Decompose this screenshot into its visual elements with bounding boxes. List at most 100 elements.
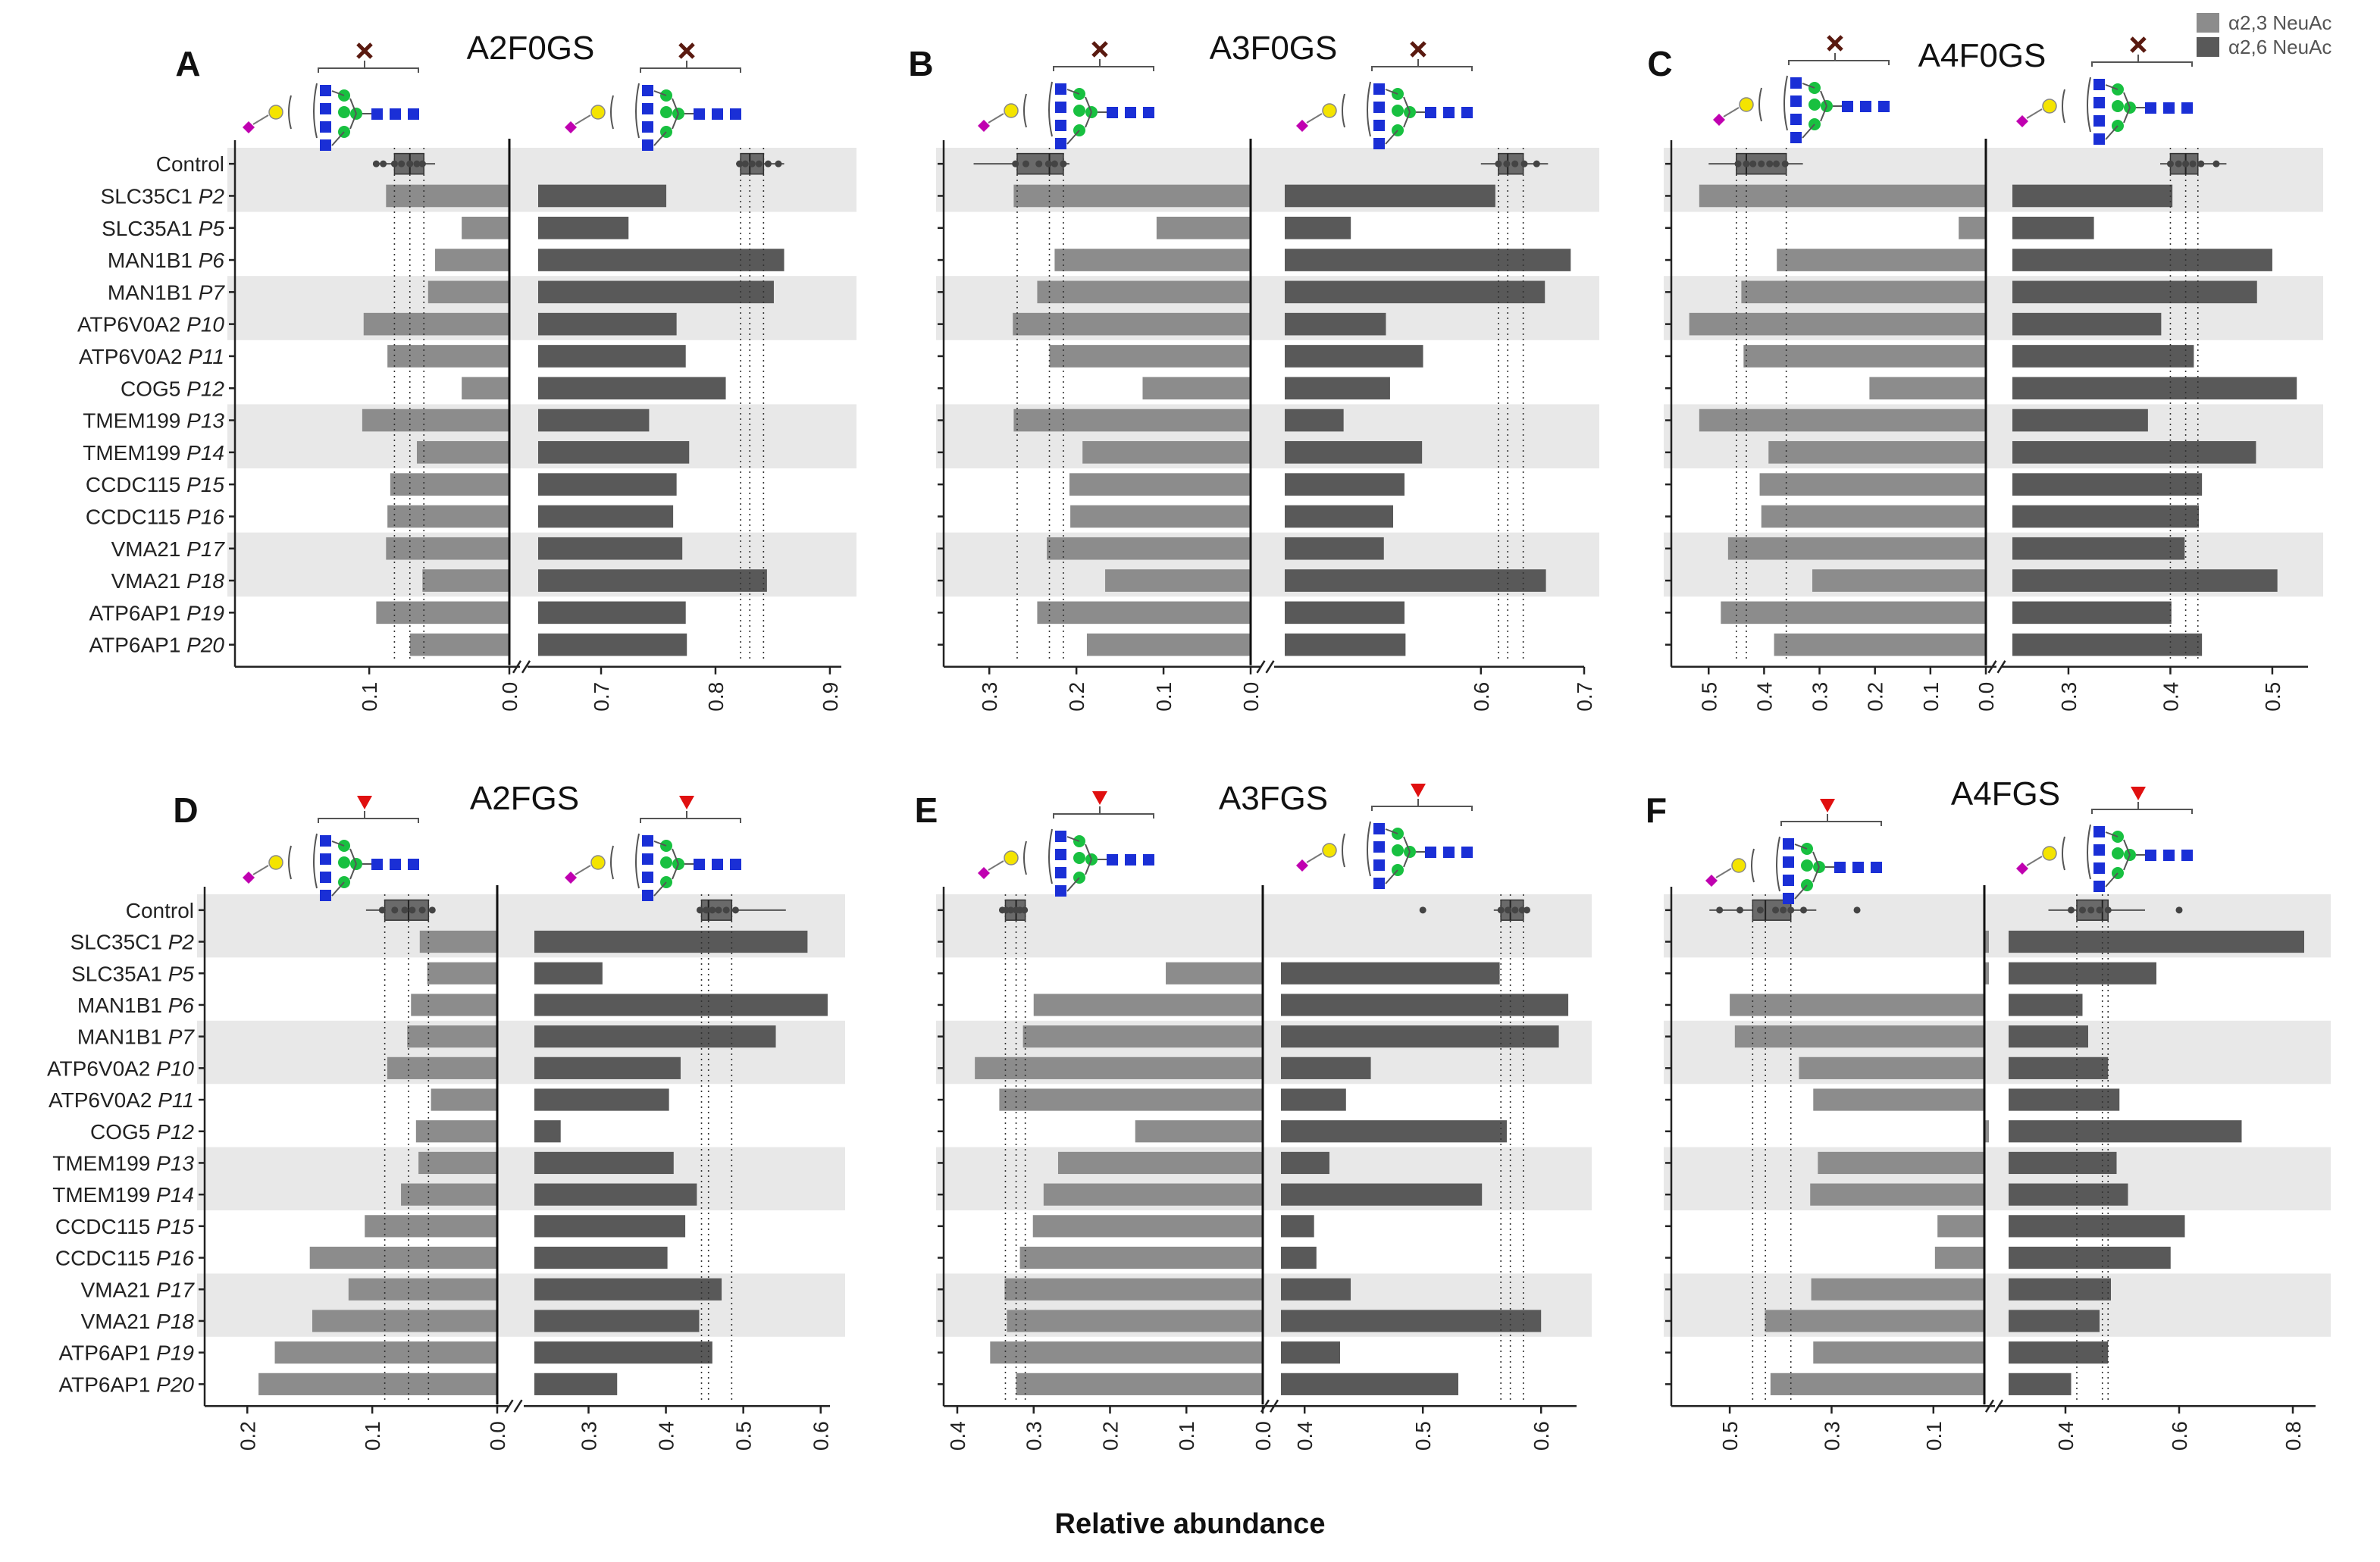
row-label-clone: P17 bbox=[156, 1278, 195, 1301]
antenna-bracket bbox=[1048, 828, 1053, 884]
sialic-acid-diamond-icon bbox=[978, 867, 990, 879]
glcnac-square-icon bbox=[712, 859, 723, 870]
x-tick-label-right: 0.8 bbox=[704, 682, 728, 712]
row-label-clone: P15 bbox=[186, 473, 224, 496]
bar-a26-d-row-5 bbox=[534, 1056, 681, 1079]
axis-break bbox=[1265, 660, 1275, 674]
x-tick-label-right: 0.6 bbox=[810, 1421, 833, 1451]
mannose-circle-icon bbox=[1073, 105, 1085, 117]
axis-break bbox=[513, 1399, 523, 1413]
row-label: ATP6V0A2 P10 bbox=[47, 1056, 194, 1080]
galactose-circle-icon bbox=[1322, 103, 1337, 118]
x-tick-label-left: 0.1 bbox=[1152, 682, 1176, 712]
row-label-clone: P18 bbox=[186, 569, 224, 593]
control-point bbox=[764, 160, 772, 167]
bar-a26-f-row-1 bbox=[2009, 930, 2304, 953]
control-point bbox=[1013, 906, 1020, 914]
bar-a23-d-row-15 bbox=[258, 1373, 497, 1395]
control-point bbox=[2096, 906, 2103, 914]
sialic-acid-diamond-icon bbox=[1296, 120, 1308, 132]
control-point bbox=[1736, 906, 1744, 914]
bar-a26-e-row-9 bbox=[1281, 1183, 1483, 1206]
mannose-circle-icon bbox=[1808, 99, 1821, 111]
glcnac-square-icon bbox=[320, 835, 331, 847]
control-point bbox=[409, 906, 416, 914]
galactose-circle-icon bbox=[1322, 843, 1337, 858]
control-point bbox=[2175, 906, 2183, 914]
mannose-circle-icon bbox=[660, 106, 672, 118]
bar-a26-b-row-7 bbox=[1285, 377, 1390, 400]
chart-panel-e: 0.4 0.3 0.2 0.1 0.0 0.4 0.5 0.6 E A3FGS bbox=[915, 780, 1592, 1451]
bar-a23-f-row-6 bbox=[1813, 1088, 1984, 1111]
bar-a23-b-row-15 bbox=[1086, 633, 1251, 656]
antenna-bracket bbox=[1367, 81, 1371, 137]
glcnac-square-icon bbox=[730, 859, 741, 870]
sialic-acid-diamond-icon bbox=[565, 872, 577, 884]
x-tick-label-left: 0.3 bbox=[1808, 682, 1832, 712]
galactose-circle-icon bbox=[1004, 103, 1019, 118]
galactose-circle-icon bbox=[268, 105, 283, 120]
bar-a23-e-row-11 bbox=[1019, 1246, 1263, 1269]
control-point bbox=[1051, 160, 1058, 167]
linkage bbox=[1385, 130, 1398, 145]
linkage bbox=[988, 113, 1004, 124]
bar-a23-c-row-3 bbox=[1777, 249, 1986, 271]
bar-a23-c-row-14 bbox=[1721, 601, 1986, 624]
bar-a26-d-row-1 bbox=[534, 930, 808, 953]
glcnac-square-icon bbox=[642, 835, 653, 847]
glcnac-square-icon bbox=[1055, 138, 1066, 149]
row-label-clone: P10 bbox=[186, 313, 224, 337]
bar-a23-e-row-14 bbox=[990, 1341, 1263, 1364]
fucose-red-triangle-icon bbox=[1411, 784, 1426, 797]
bar-a23-d-row-11 bbox=[309, 1246, 497, 1269]
row-label-gene: ATP6AP1 bbox=[59, 1341, 157, 1365]
bar-a26-b-row-5 bbox=[1285, 312, 1386, 336]
control-point bbox=[2182, 160, 2190, 167]
antenna-bracket bbox=[2062, 89, 2065, 124]
bar-a23-a-row-9 bbox=[416, 441, 509, 464]
fucose-core-cross-icon bbox=[2130, 36, 2147, 53]
row-label: TMEM199 P13 bbox=[83, 409, 224, 433]
axis-break bbox=[1984, 1399, 1995, 1413]
row-label-gene: VMA21 bbox=[81, 1278, 157, 1301]
row-label-clone: P6 bbox=[199, 249, 225, 272]
bar-a23-c-row-6 bbox=[1743, 345, 1986, 368]
bar-a23-f-row-11 bbox=[1934, 1246, 1984, 1269]
linkage bbox=[653, 840, 667, 847]
x-tick-label-left: 0.5 bbox=[1697, 682, 1721, 712]
glcnac-square-icon bbox=[1125, 854, 1136, 866]
linkage bbox=[2026, 108, 2043, 119]
linkage bbox=[1385, 828, 1398, 834]
x-tick-label-left: 0.5 bbox=[1718, 1421, 1742, 1451]
row-label-gene: ATP6AP1 bbox=[89, 601, 187, 624]
linkage bbox=[1794, 884, 1808, 900]
bar-a23-f-row-13 bbox=[1765, 1310, 1984, 1332]
x-tick-label-right: 0.4 bbox=[2159, 682, 2182, 712]
bar-a26-a-row-3 bbox=[538, 249, 784, 271]
glcnac-square-icon bbox=[1443, 107, 1455, 118]
row-label-clone: P7 bbox=[168, 1025, 196, 1049]
mannose-circle-icon bbox=[1073, 852, 1085, 864]
control-point bbox=[1518, 906, 1526, 914]
row-label: TMEM199 P14 bbox=[52, 1183, 194, 1207]
bar-a26-d-row-12 bbox=[534, 1278, 722, 1301]
mannose-circle-icon bbox=[2112, 100, 2124, 112]
row-label-clone: P14 bbox=[156, 1183, 194, 1207]
axis-break bbox=[1987, 660, 1997, 674]
mannose-circle-icon bbox=[338, 106, 350, 118]
control-point bbox=[413, 160, 421, 167]
control-point bbox=[391, 906, 399, 914]
linkage bbox=[331, 90, 345, 96]
bar-a23-a-row-2 bbox=[462, 216, 509, 239]
galactose-circle-icon bbox=[590, 105, 606, 120]
control-point bbox=[1520, 160, 1528, 167]
glcnac-square-icon bbox=[1107, 854, 1118, 866]
antenna-bracket bbox=[1342, 93, 1345, 128]
row-label-clone: P2 bbox=[168, 931, 195, 954]
bar-a23-b-row-8 bbox=[1013, 408, 1251, 432]
panel-title-c: A4F0GS bbox=[1918, 37, 2046, 74]
row-label: TMEM199 P13 bbox=[52, 1151, 194, 1175]
mannose-circle-icon bbox=[1392, 844, 1404, 856]
linkage bbox=[1802, 83, 1815, 89]
row-label-gene: SLC35C1 bbox=[101, 184, 199, 208]
